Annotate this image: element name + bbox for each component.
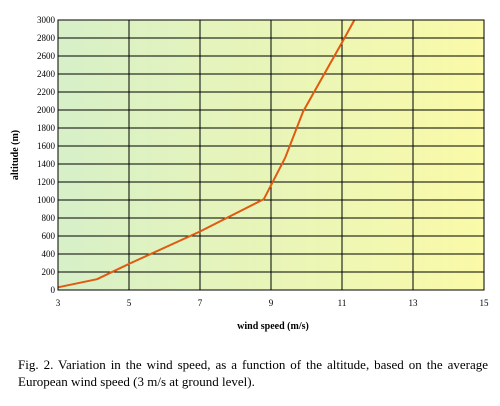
y-tick-label: 2200 [37, 87, 56, 97]
y-axis-title: altitude (m) [10, 130, 21, 180]
y-tick-label: 1800 [37, 123, 56, 133]
y-tick-label: 2400 [37, 69, 56, 79]
y-tick-label: 1400 [37, 159, 56, 169]
y-tick-labels: 0 200 400 600 800 1000 1200 1400 1600 1800 2000 220… [37, 15, 56, 295]
grid-lines [57, 19, 485, 291]
line-chart: 0 200 400 600 800 1000 1200 1400 1600 1800 2000 220… [10, 15, 489, 332]
x-tick-label: 15 [480, 298, 490, 308]
figure-caption: Fig. 2. Variation in the wind speed, as … [18, 357, 488, 389]
x-tick-label: 9 [269, 298, 274, 308]
x-tick-label: 3 [56, 298, 61, 308]
x-tick-label: 7 [198, 298, 203, 308]
y-tick-label: 600 [42, 231, 56, 241]
x-axis-title: wind speed (m/s) [237, 321, 309, 332]
y-tick-label: 200 [42, 267, 56, 277]
y-tick-label: 400 [42, 249, 56, 259]
y-tick-label: 3000 [37, 15, 56, 25]
y-tick-label: 1000 [37, 195, 56, 205]
y-tick-label: 1200 [37, 177, 56, 187]
y-tick-label: 0 [51, 285, 56, 295]
x-tick-label: 13 [409, 298, 419, 308]
y-tick-label: 800 [42, 213, 56, 223]
x-tick-label: 5 [127, 298, 132, 308]
y-tick-label: 2600 [37, 51, 56, 61]
y-tick-label: 2800 [37, 33, 56, 43]
x-tick-label: 11 [338, 298, 347, 308]
x-tick-labels: 3 5 7 9 11 13 15 [56, 298, 489, 308]
y-tick-label: 2000 [37, 105, 56, 115]
y-tick-label: 1600 [37, 141, 56, 151]
series-layer [57, 19, 356, 289]
series-line [57, 19, 356, 289]
plot-border [57, 19, 485, 291]
